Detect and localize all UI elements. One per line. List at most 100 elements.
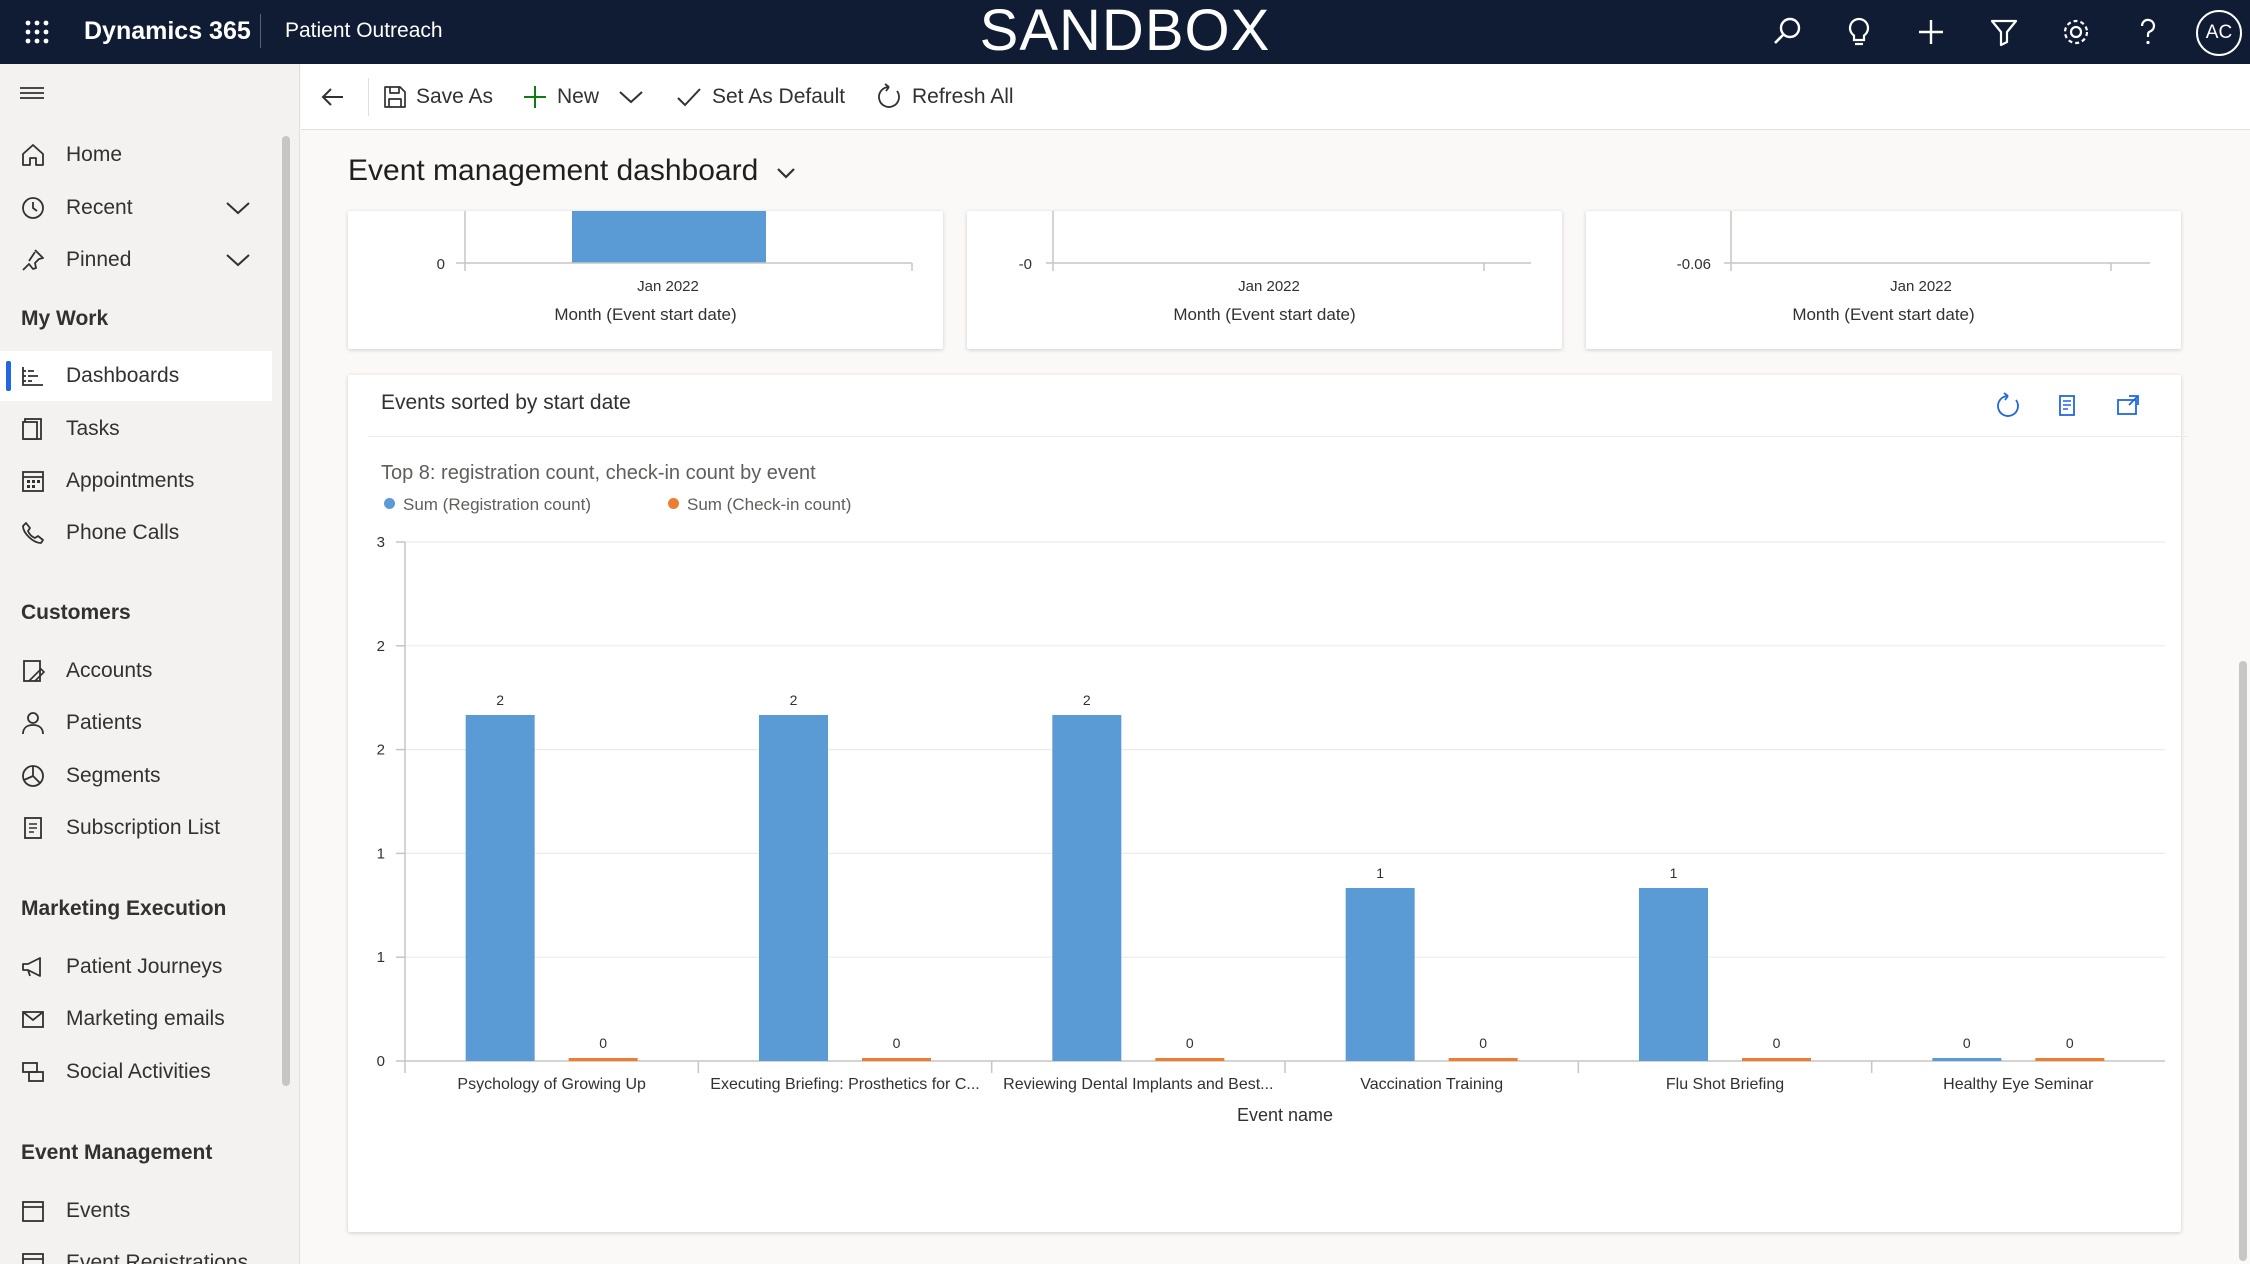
chevron-down-icon[interactable] (224, 248, 252, 272)
data-label: 2 (790, 692, 798, 708)
back-button[interactable] (315, 64, 355, 130)
clock-icon (20, 195, 46, 221)
sidebar-item-dashboards[interactable]: Dashboards (0, 351, 272, 401)
sidebar-item-label: Social Activities (66, 1060, 211, 1083)
new-button[interactable]: New (521, 64, 621, 130)
refresh-all-button[interactable]: Refresh All (875, 64, 1025, 130)
y-tick-label: -0.06 (1677, 256, 1711, 273)
view-records-icon[interactable] (2054, 392, 2082, 420)
sidebar-item-pinned[interactable]: Pinned (0, 235, 272, 285)
mini-chart: 0 Jan 2022 (437, 211, 913, 295)
chart-bar (759, 715, 828, 1061)
sidebar-item-label: Tasks (66, 417, 120, 440)
person-icon (20, 710, 46, 736)
new-dropdown-button[interactable] (614, 64, 648, 130)
y-tick-label: 0 (377, 1053, 385, 1070)
help-icon[interactable] (2129, 13, 2167, 51)
expand-icon[interactable] (2114, 392, 2142, 420)
social-icon (20, 1059, 46, 1085)
legend-item-check-in[interactable]: Sum (Check-in count) (668, 495, 851, 515)
y-tick-label: 2 (377, 742, 385, 759)
lightbulb-icon[interactable] (1840, 13, 1878, 51)
sidebar-scrollbar[interactable] (282, 136, 290, 1086)
filter-icon[interactable] (1985, 13, 2023, 51)
sidebar-item-accounts[interactable]: Accounts (0, 646, 272, 696)
y-tick-label: 3 (377, 534, 385, 551)
section-heading-my-work: My Work (21, 307, 109, 330)
data-label: 0 (2066, 1035, 2074, 1051)
plus-icon[interactable] (1912, 13, 1950, 51)
chart-bar (572, 211, 766, 263)
hamburger-menu-icon[interactable] (18, 82, 48, 108)
x-tick-label: Healthy Eye Seminar (1943, 1076, 2094, 1093)
dashboard-title[interactable]: Event management dashboard (348, 154, 759, 187)
app-name[interactable]: Patient Outreach (285, 19, 443, 42)
sidebar-item-patient-journeys[interactable]: Patient Journeys (0, 942, 272, 992)
mini-chart-card: -0.06 Jan 2022 Month (Event start date) (1586, 211, 2181, 349)
save-as-icon (384, 86, 406, 108)
chart-bar (465, 715, 535, 1061)
data-label: 0 (893, 1035, 901, 1051)
y-tick-label: 1 (377, 949, 385, 966)
mini-chart: -0 Jan 2022 (1019, 211, 1531, 295)
x-tick-label: Psychology of Growing Up (457, 1076, 646, 1093)
segments-icon (20, 763, 46, 789)
y-tick-label: 1 (377, 845, 385, 862)
data-label: 2 (496, 692, 504, 708)
sitemap-sidebar: Home Recent Pinned My Work Dashboards Ta… (0, 64, 300, 1264)
sidebar-item-phone-calls[interactable]: Phone Calls (0, 508, 272, 558)
sidebar-item-label: Home (66, 143, 123, 166)
content-scrollbar[interactable] (2239, 661, 2247, 1261)
sidebar-item-label: Recent (66, 196, 133, 219)
refresh-icon (878, 83, 900, 108)
mini-chart: -0.06 Jan 2022 (1677, 211, 2150, 295)
sidebar-item-home[interactable]: Home (0, 130, 272, 180)
user-avatar[interactable]: AC (2196, 10, 2242, 56)
sidebar-item-label: Events (66, 1199, 131, 1222)
accounts-icon (20, 658, 46, 684)
y-tick-label: 0 (437, 256, 445, 273)
data-label: 1 (1376, 865, 1384, 881)
new-label: New (557, 85, 600, 108)
sidebar-item-appointments[interactable]: Appointments (0, 456, 272, 506)
sidebar-item-tasks[interactable]: Tasks (0, 404, 272, 454)
save-as-label: Save As (416, 85, 494, 108)
sidebar-item-events[interactable]: Events (0, 1186, 272, 1236)
refresh-all-label: Refresh All (912, 85, 1014, 108)
sidebar-item-event-registrations[interactable]: Event Registrations (0, 1238, 272, 1264)
dashboard-icon (20, 363, 46, 389)
legend-item-registration[interactable]: Sum (Registration count) (384, 495, 591, 515)
mail-icon (20, 1006, 46, 1032)
sidebar-item-social-activities[interactable]: Social Activities (0, 1047, 272, 1097)
data-label: 0 (1186, 1035, 1194, 1051)
save-as-button[interactable]: Save As (381, 64, 511, 130)
brand-name[interactable]: Dynamics 365 (84, 17, 251, 45)
chevron-down-icon[interactable] (224, 196, 252, 220)
command-separator (368, 78, 369, 116)
command-bar: Save As New Set As Default Refresh All (301, 64, 2250, 130)
sidebar-item-patients[interactable]: Patients (0, 698, 272, 748)
chart-bar (1345, 888, 1415, 1061)
sidebar-item-marketing-emails[interactable]: Marketing emails (0, 994, 272, 1044)
events-bar-chart: 0 1 1 2 2 3 2 0 Psychology of Growing Up 2 0 Execut… (377, 534, 2165, 1125)
search-icon[interactable] (1768, 13, 1806, 51)
tasks-icon (20, 416, 46, 442)
set-as-default-button[interactable]: Set As Default (675, 64, 855, 130)
chevron-down-icon (619, 91, 643, 104)
card-header: Events sorted by start date (381, 391, 631, 414)
sidebar-item-subscription-list[interactable]: Subscription List (0, 803, 272, 853)
chevron-down-icon[interactable] (775, 163, 797, 183)
y-tick-label: -0 (1019, 256, 1032, 273)
settings-gear-icon[interactable] (2057, 13, 2095, 51)
sidebar-item-label: Marketing emails (66, 1007, 225, 1030)
x-tick-label: Jan 2022 (1890, 278, 1952, 295)
y-tick-label: 2 (377, 638, 385, 655)
sidebar-item-label: Appointments (66, 469, 195, 492)
refresh-icon[interactable] (1994, 392, 2022, 420)
app-launcher-icon[interactable] (20, 15, 54, 49)
mini-chart-card: 0 Jan 2022 Month (Event start date) (348, 211, 943, 349)
sidebar-item-segments[interactable]: Segments (0, 751, 272, 801)
plus-icon (524, 86, 546, 108)
sidebar-item-label: Patient Journeys (66, 955, 223, 978)
sidebar-item-recent[interactable]: Recent (0, 183, 272, 233)
